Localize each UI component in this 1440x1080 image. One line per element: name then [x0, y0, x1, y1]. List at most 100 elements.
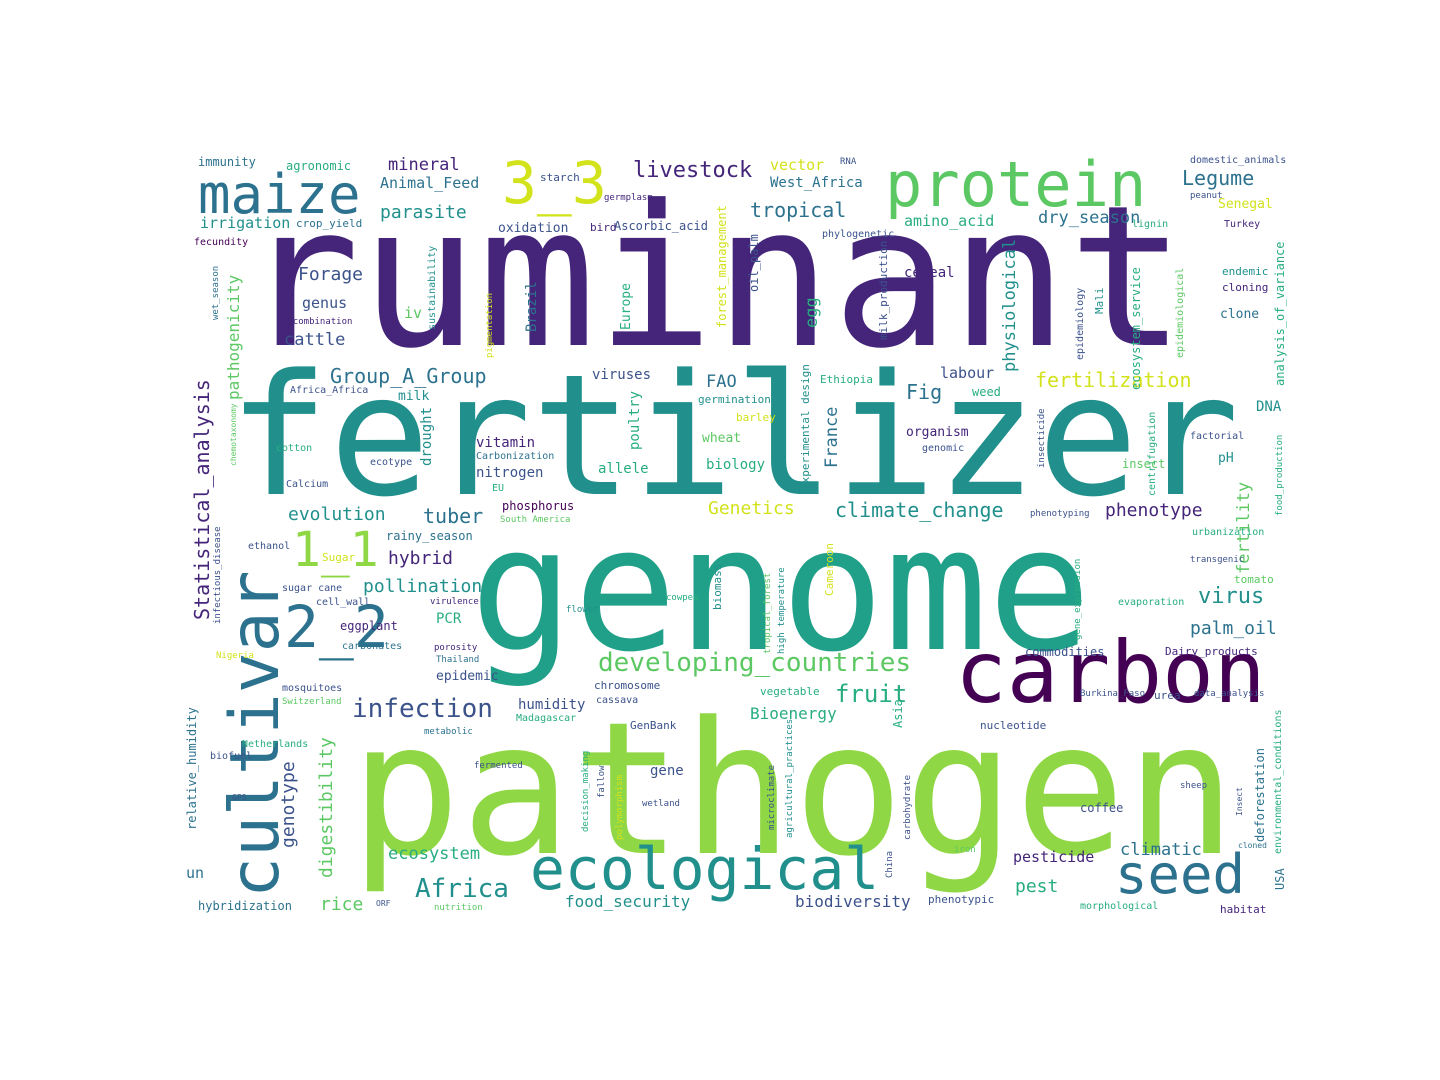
word-rainy-season: rainy_season	[386, 529, 473, 543]
word-ascorbic-acid: Ascorbic_acid	[614, 219, 708, 233]
word-factorial: factorial	[1190, 431, 1245, 442]
word-genetics: Genetics	[708, 498, 795, 519]
word-genome: genome	[470, 489, 1092, 690]
word-fertilizer: fertilizer	[228, 338, 1240, 534]
word-gps: GPS	[232, 793, 247, 802]
word-hybrid: hybrid	[388, 548, 454, 569]
word-infection: infection	[352, 694, 493, 724]
word-morphological: morphological	[1080, 901, 1159, 912]
word-nutrition: nutrition	[434, 903, 483, 913]
word-south-america: South America	[500, 515, 571, 525]
word-mineral: mineral	[388, 155, 460, 175]
word-pcr: PCR	[436, 611, 462, 627]
word-insect-v: Insect	[1235, 787, 1244, 816]
word-turkey: Turkey	[1224, 219, 1261, 230]
word-phosphorus: phosphorus	[502, 499, 575, 513]
word-cloning: cloning	[1222, 281, 1269, 294]
word-genomic: genomic	[922, 443, 965, 454]
word-urea: urea	[1154, 689, 1181, 702]
word-eggplant: eggplant	[340, 619, 398, 633]
word-egg: egg	[802, 297, 822, 328]
word-microclimate: microclimate	[767, 764, 777, 830]
word-ecotype: ecotype	[370, 457, 413, 468]
word-cultivar: cultivar	[216, 570, 295, 898]
word-cloud: ruminant fertilizer genome pathogen carb…	[180, 150, 1290, 920]
word-pigmentation: pigmentation	[485, 292, 495, 358]
word-dna: DNA	[1256, 399, 1282, 415]
word-hybridization: hybridization	[198, 899, 292, 913]
word-barley: barley	[736, 411, 776, 424]
word-group-a-group: Group_A_Group	[330, 364, 487, 388]
word-chromosome: chromosome	[594, 679, 661, 692]
word-agronomic: agronomic	[286, 159, 352, 173]
word-agricultural-practices: agricultural_practices	[785, 718, 795, 838]
word-forage: Forage	[298, 264, 364, 285]
word-pathogenicity: pathogenicity	[224, 274, 243, 400]
word-statistical-analysis: Statistical_analysis	[190, 379, 214, 620]
word-polymorphism: polymorphism	[615, 774, 625, 840]
word-epidemiological: epidemiological	[1175, 267, 1186, 358]
word-germplasm: germplasm	[604, 193, 653, 203]
word-peanut: peanut	[1190, 191, 1223, 201]
word-livestock: livestock	[633, 158, 753, 183]
word-relative-humidity: relative_humidity	[185, 707, 199, 830]
word-crop-yield: crop_yield	[296, 217, 363, 230]
word-europe: Europe	[619, 283, 634, 330]
word-tomato: tomato	[1234, 573, 1274, 586]
word-thailand: Thailand	[436, 655, 480, 665]
word-tropical-forest: tropical_forest	[763, 572, 773, 654]
word-weeds: weeds	[1060, 492, 1064, 493]
word-starch: starch	[540, 171, 580, 184]
word-drought: drought	[419, 406, 435, 466]
word-coffee: coffee	[1080, 801, 1124, 815]
word-cassava: cassava	[596, 695, 639, 706]
word-deforestation: deforestation	[1253, 748, 1267, 842]
word-cell-wall: cell_wall	[316, 597, 371, 608]
word-africa: Africa	[415, 874, 509, 904]
word-france: France	[822, 406, 842, 468]
word-cereal: cereal	[904, 265, 955, 281]
word-climatic: climatic	[1120, 840, 1202, 860]
word-cattle: cattle	[284, 330, 346, 350]
word-lignin: lignin	[1132, 219, 1169, 230]
word-senegal: Senegal	[1218, 197, 1273, 212]
word-humidity: humidity	[518, 697, 586, 713]
word-allele: allele	[598, 461, 649, 477]
word-labour: labour	[940, 364, 995, 382]
word-fermented: fermented	[474, 761, 523, 771]
word-ecological: ecological	[530, 835, 880, 903]
word-evolution: evolution	[288, 504, 386, 525]
word-sugar-cane: sugar cane	[282, 583, 343, 594]
word-centrifugation: centrifugation	[1147, 411, 1158, 496]
word-biomass: biomass	[711, 563, 724, 610]
word-west-africa: West_Africa	[770, 175, 863, 191]
word-phylogenetic: phylogenetic	[822, 229, 895, 240]
word-pathogen: pathogen	[350, 683, 1237, 897]
word-experimental-design: experimental design	[799, 364, 812, 490]
word-immunity: immunity	[198, 155, 256, 169]
word-iv: iv	[404, 304, 423, 322]
word-genbank: GenBank	[630, 719, 677, 732]
word-infectious-disease: infectious_disease	[213, 526, 223, 624]
word-2-2: 2_2	[284, 593, 389, 661]
word-fallow: fallow	[597, 765, 607, 798]
word-vitamin: vitamin	[476, 435, 536, 451]
word-porosity: porosity	[434, 643, 478, 653]
word-virulence: virulence	[430, 597, 479, 607]
word-burkina-faso: Burkina_Faso	[1080, 689, 1146, 699]
word-calcium: Calcium	[286, 479, 329, 490]
word-pollination: pollination	[363, 576, 483, 597]
word-milk-production: milk_production	[877, 240, 890, 340]
word-nigeria: Nigeria	[216, 651, 254, 661]
word-metabolic: metabolic	[424, 727, 473, 737]
word-epidemiology: epidemiology	[1075, 287, 1086, 360]
word-madagascar: Madagascar	[516, 713, 577, 724]
word-carbonates: carbonates	[342, 641, 403, 652]
word-seed: seed	[1115, 843, 1246, 906]
word-carbonization: Carbonization	[476, 451, 555, 462]
word-orf: ORF	[376, 899, 391, 908]
word-poultry: poultry	[627, 390, 643, 450]
word-fao: FAO	[706, 372, 737, 392]
word-rice: rice	[320, 894, 364, 915]
word-high-temperature: high temperature	[777, 567, 787, 654]
